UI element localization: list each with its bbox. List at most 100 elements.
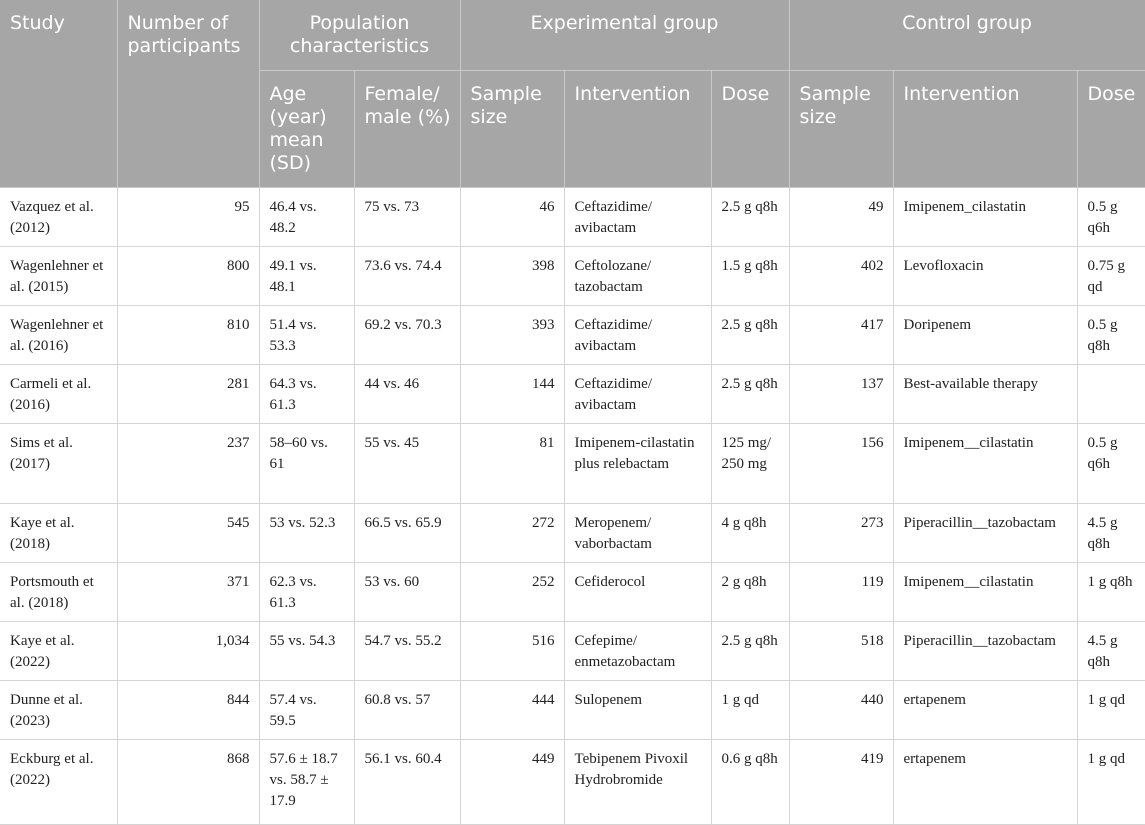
cell-female-male: 60.8 vs. 57 [354, 680, 461, 740]
table-row: Wagenlehner et al. (2016) 810 51.4 vs. 5… [0, 305, 1145, 365]
cell-participants: 371 [117, 562, 260, 622]
cell-study: Wagenlehner et al. (2016) [0, 305, 118, 365]
cell-participants: 237 [117, 423, 260, 504]
cell-participants: 810 [117, 305, 260, 365]
cell-ctrl-sample-size: 440 [789, 680, 894, 740]
cell-ctrl-dose: 1 g q8h [1077, 562, 1145, 622]
cell-study: Kaye et al. (2018) [0, 503, 118, 563]
cell-ctrl-intervention: Levofloxacin [893, 246, 1078, 306]
table-row: Carmeli et al. (2016) 281 64.3 vs. 61.3 … [0, 364, 1145, 424]
cell-ctrl-dose [1077, 364, 1145, 424]
cell-female-male: 53 vs. 60 [354, 562, 461, 622]
cell-female-male: 73.6 vs. 74.4 [354, 246, 461, 306]
header-study: Study [0, 0, 118, 188]
cell-ctrl-sample-size: 518 [789, 621, 894, 681]
cell-ctrl-intervention: ertapenem [893, 680, 1078, 740]
cell-ctrl-dose: 0.5 g q6h [1077, 187, 1145, 247]
cell-exp-sample-size: 46 [460, 187, 565, 247]
header-control-group: Control group [789, 0, 1145, 71]
cell-exp-sample-size: 272 [460, 503, 565, 563]
cell-ctrl-intervention: Best-available therapy [893, 364, 1078, 424]
cell-age: 58–60 vs. 61 [259, 423, 355, 504]
cell-participants: 281 [117, 364, 260, 424]
cell-participants: 545 [117, 503, 260, 563]
cell-ctrl-intervention: Imipenem_cilastatin [893, 187, 1078, 247]
cell-age: 49.1 vs. 48.1 [259, 246, 355, 306]
cell-exp-dose: 4 g q8h [711, 503, 790, 563]
cell-exp-intervention: Imipenem-cilastatin plus relebactam [564, 423, 712, 504]
cell-ctrl-sample-size: 119 [789, 562, 894, 622]
cell-ctrl-dose: 4.5 g q8h [1077, 503, 1145, 563]
cell-exp-intervention: Ceftazidime/ avibactam [564, 305, 712, 365]
cell-ctrl-intervention: Doripenem [893, 305, 1078, 365]
cell-exp-intervention: Sulopenem [564, 680, 712, 740]
cell-age: 57.6 ± 18.7 vs. 58.7 ± 17.9 [259, 739, 355, 825]
cell-study: Vazquez et al. (2012) [0, 187, 118, 247]
cell-exp-intervention: Cefepime/ enmetazobactam [564, 621, 712, 681]
table-row: Wagenlehner et al. (2015) 800 49.1 vs. 4… [0, 246, 1145, 306]
header-exp-sample-size: Sample size [460, 70, 565, 188]
cell-study: Dunne et al. (2023) [0, 680, 118, 740]
table-row: Dunne et al. (2023) 844 57.4 vs. 59.5 60… [0, 680, 1145, 740]
header-exp-intervention: Intervention [564, 70, 712, 188]
cell-exp-intervention: Cefiderocol [564, 562, 712, 622]
cell-exp-dose: 2.5 g q8h [711, 621, 790, 681]
cell-ctrl-dose: 0.5 g q6h [1077, 423, 1145, 504]
cell-exp-sample-size: 252 [460, 562, 565, 622]
cell-exp-sample-size: 398 [460, 246, 565, 306]
table-body: Vazquez et al. (2012) 95 46.4 vs. 48.2 7… [0, 187, 1145, 825]
table-row: Kaye et al. (2018) 545 53 vs. 52.3 66.5 … [0, 503, 1145, 563]
cell-exp-dose: 1.5 g q8h [711, 246, 790, 306]
cell-ctrl-sample-size: 137 [789, 364, 894, 424]
cell-ctrl-sample-size: 402 [789, 246, 894, 306]
cell-exp-intervention: Ceftazidime/ avibactam [564, 187, 712, 247]
table-row: Vazquez et al. (2012) 95 46.4 vs. 48.2 7… [0, 187, 1145, 247]
cell-ctrl-dose: 4.5 g q8h [1077, 621, 1145, 681]
cell-ctrl-dose: 1 g qd [1077, 680, 1145, 740]
cell-exp-dose: 1 g qd [711, 680, 790, 740]
cell-participants: 1,034 [117, 621, 260, 681]
cell-age: 62.3 vs. 61.3 [259, 562, 355, 622]
cell-exp-intervention: Meropenem/ vaborbactam [564, 503, 712, 563]
header-ctrl-sample-size: Sample size [789, 70, 894, 188]
cell-exp-sample-size: 449 [460, 739, 565, 825]
cell-participants: 844 [117, 680, 260, 740]
cell-exp-intervention: Tebipenem Pivoxil Hydrobromide [564, 739, 712, 825]
cell-exp-dose: 2.5 g q8h [711, 305, 790, 365]
cell-exp-sample-size: 393 [460, 305, 565, 365]
cell-ctrl-intervention: Imipenem__cilastatin [893, 562, 1078, 622]
cell-ctrl-intervention: ertapenem [893, 739, 1078, 825]
cell-exp-sample-size: 144 [460, 364, 565, 424]
header-female-male: Female/ male (%) [354, 70, 461, 188]
cell-ctrl-sample-size: 417 [789, 305, 894, 365]
cell-ctrl-intervention: Imipenem__cilastatin [893, 423, 1078, 504]
cell-study: Carmeli et al. (2016) [0, 364, 118, 424]
cell-exp-dose: 2.5 g q8h [711, 364, 790, 424]
cell-ctrl-sample-size: 273 [789, 503, 894, 563]
cell-exp-dose: 2.5 g q8h [711, 187, 790, 247]
cell-ctrl-intervention: Piperacillin__tazobactam [893, 621, 1078, 681]
header-ctrl-intervention: Intervention [893, 70, 1078, 188]
cell-ctrl-dose: 0.5 g q8h [1077, 305, 1145, 365]
cell-ctrl-dose: 0.75 g qd [1077, 246, 1145, 306]
table-row: Portsmouth et al. (2018) 371 62.3 vs. 61… [0, 562, 1145, 622]
table-row: Eckburg et al. (2022) 868 57.6 ± 18.7 vs… [0, 739, 1145, 825]
cell-ctrl-intervention: Piperacillin__tazobactam [893, 503, 1078, 563]
cell-age: 53 vs. 52.3 [259, 503, 355, 563]
cell-exp-sample-size: 444 [460, 680, 565, 740]
cell-age: 57.4 vs. 59.5 [259, 680, 355, 740]
cell-age: 51.4 vs. 53.3 [259, 305, 355, 365]
cell-exp-sample-size: 516 [460, 621, 565, 681]
cell-ctrl-sample-size: 419 [789, 739, 894, 825]
cell-study: Wagenlehner et al. (2015) [0, 246, 118, 306]
cell-exp-dose: 0.6 g q8h [711, 739, 790, 825]
cell-participants: 800 [117, 246, 260, 306]
cell-female-male: 66.5 vs. 65.9 [354, 503, 461, 563]
cell-exp-dose: 125 mg/ 250 mg [711, 423, 790, 504]
cell-female-male: 75 vs. 73 [354, 187, 461, 247]
cell-ctrl-dose: 1 g qd [1077, 739, 1145, 825]
cell-age: 55 vs. 54.3 [259, 621, 355, 681]
header-ctrl-dose: Dose [1077, 70, 1145, 188]
header-population-characteristics: Population characteristics [259, 0, 461, 71]
cell-exp-intervention: Ceftolozane/ tazobactam [564, 246, 712, 306]
